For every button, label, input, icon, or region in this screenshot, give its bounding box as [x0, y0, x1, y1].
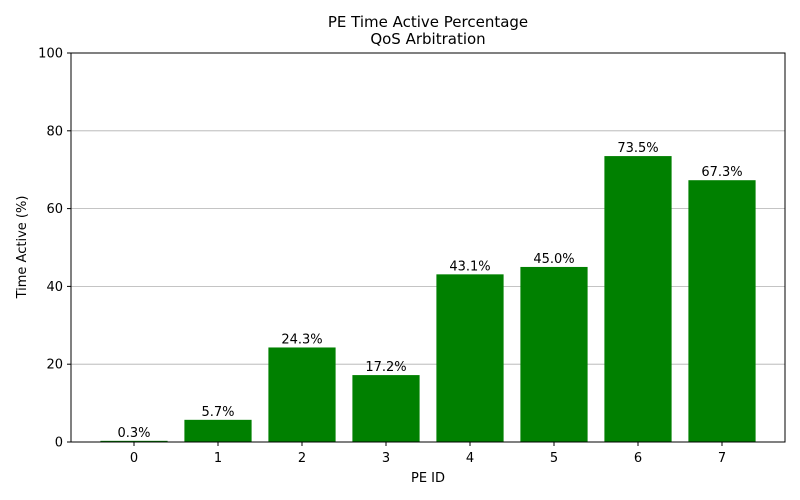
bar	[520, 266, 588, 442]
bar-value-label: 67.3%	[701, 165, 742, 180]
bar	[436, 274, 504, 442]
plot-frame	[70, 52, 786, 443]
bar	[100, 440, 168, 442]
x-tick-label: 0	[130, 451, 138, 466]
bar-value-label: 0.3%	[117, 426, 150, 441]
x-tick-label: 2	[298, 451, 306, 466]
chart-subtitle: QoS Arbitration	[370, 30, 485, 48]
axes: 0 20 40 60 80 100 0 1 2 3 4 5 6 7	[38, 47, 786, 466]
x-tick-label: 3	[382, 451, 390, 466]
y-tick-label: 60	[46, 202, 63, 217]
bar-value-label: 43.1%	[449, 259, 490, 274]
x-axis-label: PE ID	[411, 471, 445, 486]
data-labels: 0.3% 5.7% 24.3% 17.2% 43.1% 45.0% 73.5% 67.3%	[117, 141, 742, 441]
bar	[352, 375, 420, 442]
bar-value-label: 5.7%	[201, 405, 234, 420]
bar	[268, 347, 336, 442]
x-tick-label: 4	[466, 451, 474, 466]
gridlines	[71, 130, 785, 365]
x-tick-label: 5	[550, 451, 558, 466]
x-tick-label: 6	[634, 451, 642, 466]
bar-value-label: 73.5%	[617, 141, 658, 156]
y-tick-label: 40	[46, 280, 63, 295]
bar	[184, 419, 252, 442]
bar	[688, 180, 756, 442]
bar-value-label: 17.2%	[365, 360, 406, 375]
y-axis-label: Time Active (%)	[15, 196, 30, 300]
bars	[100, 156, 756, 442]
bar-value-label: 45.0%	[533, 252, 574, 267]
x-tick-label: 7	[718, 451, 726, 466]
x-tick-label: 1	[214, 451, 222, 466]
y-tick-label: 20	[46, 358, 63, 373]
y-tick-label: 80	[46, 124, 63, 139]
chart-title: PE Time Active Percentage	[328, 13, 528, 31]
bar	[604, 156, 672, 442]
bar-value-label: 24.3%	[281, 332, 322, 347]
y-tick-label: 0	[55, 436, 63, 451]
y-tick-label: 100	[38, 47, 63, 62]
